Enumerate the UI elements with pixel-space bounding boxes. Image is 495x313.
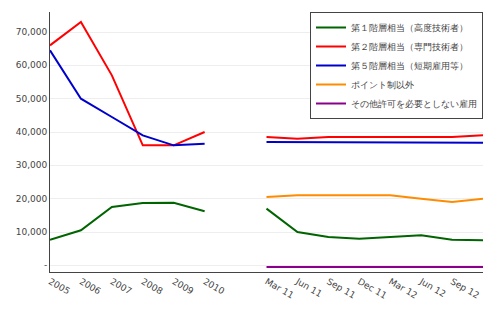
svg-text:60,000: 60,000 — [16, 60, 48, 70]
svg-text:2006: 2006 — [78, 276, 103, 296]
svg-text:第２階層相当（専門技術者）: 第２階層相当（専門技術者） — [351, 42, 468, 52]
svg-text:2010: 2010 — [201, 276, 226, 296]
svg-text:Jun 12: Jun 12 — [417, 276, 447, 299]
svg-text:その他許可を必要としない雇用: その他許可を必要としない雇用 — [351, 99, 477, 109]
svg-text:50,000: 50,000 — [16, 94, 48, 104]
svg-text:第１階層相当（高度技術者）: 第１階層相当（高度技術者） — [351, 23, 468, 33]
svg-text:2009: 2009 — [170, 276, 195, 296]
svg-text:Sep 12: Sep 12 — [449, 276, 481, 300]
svg-text:40,000: 40,000 — [16, 127, 48, 137]
svg-text:Dec 11: Dec 11 — [356, 276, 388, 301]
svg-text:10,000: 10,000 — [16, 227, 48, 237]
svg-text:Mar 11: Mar 11 — [263, 276, 295, 300]
svg-text:Mar 12: Mar 12 — [387, 276, 419, 300]
svg-text:Sep 11: Sep 11 — [325, 276, 357, 300]
svg-text:-: - — [44, 260, 47, 270]
svg-text:2008: 2008 — [140, 276, 165, 296]
svg-text:70,000: 70,000 — [16, 27, 48, 37]
svg-text:第５階層相当（短期雇用等）: 第５階層相当（短期雇用等） — [351, 61, 468, 71]
svg-text:20,000: 20,000 — [16, 194, 48, 204]
svg-text:2005: 2005 — [47, 276, 72, 296]
svg-text:30,000: 30,000 — [16, 160, 48, 170]
svg-text:2007: 2007 — [109, 276, 134, 296]
svg-text:Jun 11: Jun 11 — [293, 276, 323, 299]
svg-text:ポイント制以外: ポイント制以外 — [351, 80, 414, 90]
